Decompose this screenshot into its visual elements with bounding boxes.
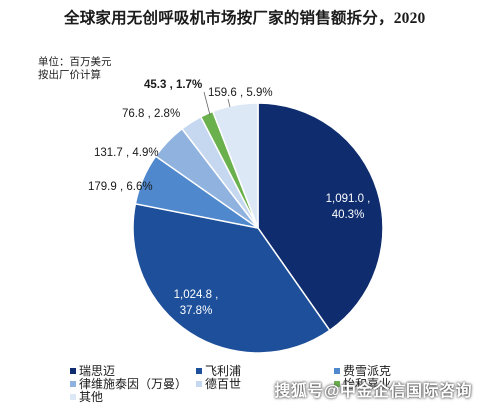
pie-chart: 1,091.0 , 40.3% 1,024.8 , 37.8% 179.9 , 6.6%…	[88, 79, 384, 354]
leader-line	[227, 98, 231, 108]
legend-swatch	[70, 393, 76, 400]
legend-swatch	[334, 367, 340, 374]
data-label: 131.7 , 4.9%	[94, 147, 159, 159]
watermark: 搜狐号@中金企信国际咨询	[274, 383, 472, 400]
legend-label: 飞利浦	[205, 364, 242, 378]
legend-swatch	[196, 380, 202, 387]
legend-item: 飞利浦	[196, 362, 241, 379]
unit-line: 单位：百万美元	[38, 56, 112, 68]
legend-item: 瑞思迈	[70, 362, 115, 379]
legend-swatch	[334, 380, 340, 387]
legend-label: 其他	[79, 390, 104, 404]
legend-label: 德百世	[205, 377, 242, 391]
data-label: 45.3 , 1.7%	[144, 79, 202, 91]
legend-label: 费雪派克	[343, 364, 392, 378]
pie-slice	[257, 102, 384, 332]
legend-item: 费雪派克	[334, 362, 391, 379]
legend-label: 怡和嘉业	[343, 377, 392, 391]
unit-note: 单位：百万美元 按出厂价计算	[38, 56, 112, 82]
data-label: 179.9 , 6.6%	[88, 181, 153, 193]
legend-item: 其他	[70, 388, 103, 405]
data-label: 76.8 , 2.8%	[122, 108, 180, 120]
legend-item: 律维施泰因（万曼）	[70, 375, 187, 392]
legend-label: 律维施泰因（万曼）	[79, 377, 188, 391]
legend-item: 怡和嘉业	[334, 375, 391, 392]
pie-slice	[132, 202, 331, 354]
data-label: 1,024.8 , 37.8%	[174, 289, 219, 317]
legend-swatch	[196, 367, 202, 374]
legend: 瑞思迈 飞利浦 费雪派克律维施泰因（万曼） 德百世 怡和嘉业其他	[0, 360, 480, 411]
data-label: 159.6 , 5.9%	[208, 87, 273, 99]
data-label: 1,091.0 , 40.3%	[326, 193, 371, 221]
legend-label: 瑞思迈	[79, 364, 116, 378]
legend-item: 德百世	[196, 375, 241, 392]
legend-swatch	[70, 367, 76, 374]
pie-slice	[211, 102, 259, 229]
legend-swatch	[70, 380, 76, 387]
unit-line: 按出厂价计算	[38, 69, 101, 81]
leader-line	[203, 91, 211, 116]
chart-title: 全球家用无创呼吸机市场按厂家的销售额拆分，2020	[64, 10, 426, 27]
